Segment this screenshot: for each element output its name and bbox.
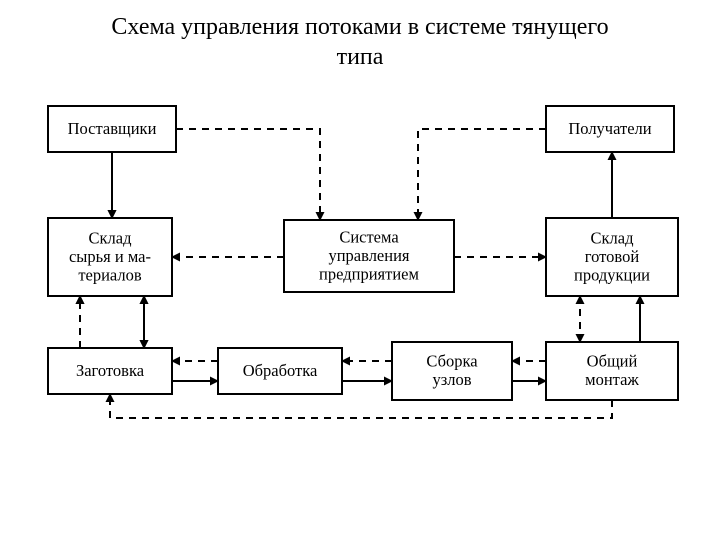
node-label-finished-2: продукции [574,265,650,284]
title-line-1: Схема управления потоками в системе тяну… [111,14,608,40]
flowchart-diagram: ПоставщикиПолучателиСкладсырья и ма-тери… [0,72,720,532]
node-label-mgmt-2: предприятием [319,264,419,283]
node-label-mount-0: Общий [587,352,638,371]
node-label-raw-2: териалов [78,265,142,284]
node-label-receivers-0: Получатели [568,119,651,138]
node-label-finished-1: готовой [585,247,640,266]
node-label-mgmt-0: Система [339,227,399,246]
node-label-finished-0: Склад [591,228,635,247]
node-label-suppliers-0: Поставщики [68,119,157,138]
node-label-raw-0: Склад [89,228,133,247]
node-label-mount-1: монтаж [585,370,639,389]
title-line-2: типа [337,44,384,70]
node-label-assembly-1: узлов [432,370,471,389]
node-label-assembly-0: Сборка [426,352,478,371]
node-label-blank-0: Заготовка [76,361,145,380]
page-title: Схема управления потоками в системе тяну… [0,0,720,72]
node-label-process-0: Обработка [243,361,318,380]
node-label-mgmt-1: управления [328,246,409,265]
node-label-raw-1: сырья и ма- [69,247,151,266]
